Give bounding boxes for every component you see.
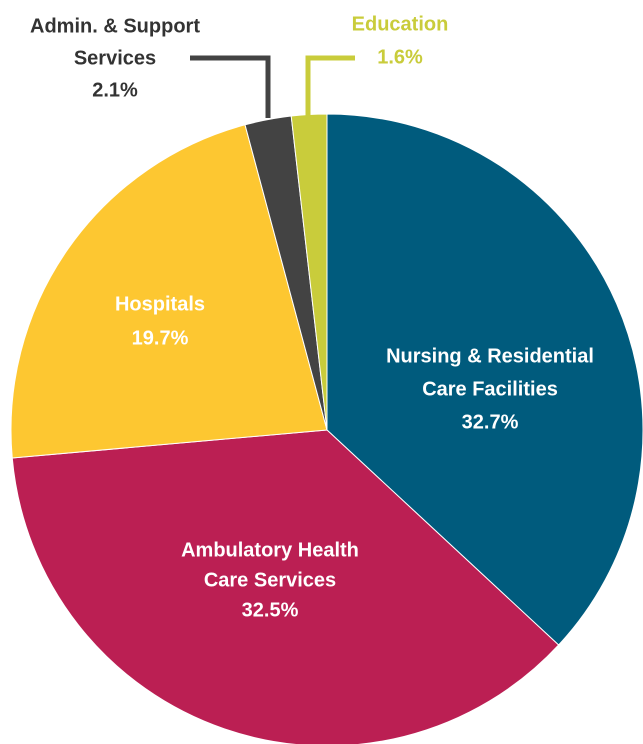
slice-label: Hospitals [115, 293, 205, 315]
slice-label: Care Facilities [422, 378, 558, 400]
slice-label: Ambulatory Health [181, 539, 359, 561]
pie-slice [326, 113, 643, 646]
slice-label: Education [352, 13, 449, 35]
leader-line [305, 55, 355, 116]
pie-slice [11, 429, 560, 744]
pie-slice [10, 124, 328, 459]
value-label: 19.7% [132, 327, 189, 349]
slice-label: Services [74, 47, 156, 69]
slice-label: Care Services [204, 569, 336, 591]
value-label: 32.5% [242, 599, 299, 621]
value-label: 1.6% [377, 46, 423, 68]
slice-label: Nursing & Residential [386, 345, 594, 367]
value-label: 32.7% [462, 411, 519, 433]
slice-label: Admin. & Support [30, 15, 200, 37]
value-label: 2.1% [92, 79, 138, 101]
leader-line [190, 55, 271, 118]
